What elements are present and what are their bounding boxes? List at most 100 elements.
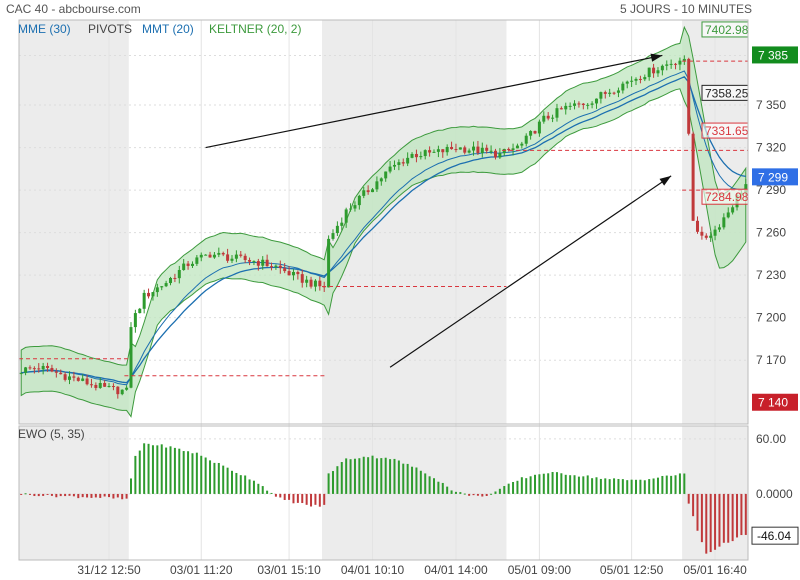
- ewo-bar: [481, 493, 484, 497]
- ewo-bar: [393, 458, 396, 494]
- ewo-bar: [235, 472, 238, 494]
- candle-body: [687, 58, 691, 134]
- keltner-indicator-label[interactable]: KELTNER (20, 2): [209, 22, 302, 36]
- candle-body: [94, 384, 98, 388]
- candle-body: [217, 252, 221, 255]
- trend-arrow-head: [650, 53, 663, 62]
- candle-body: [432, 151, 436, 153]
- candle-body: [331, 233, 335, 239]
- chart-value-label: 7358.25: [705, 86, 749, 100]
- candle-body: [160, 286, 164, 288]
- ewo-bar: [709, 493, 712, 553]
- mmt-indicator-label[interactable]: MMT (20): [142, 22, 194, 36]
- candle-body: [709, 235, 713, 238]
- ewo-indicator-label[interactable]: EWO (5, 35): [18, 427, 85, 441]
- ewo-bar: [485, 493, 488, 497]
- candle-body: [182, 263, 186, 271]
- ewo-bar: [239, 475, 242, 494]
- ewo-bar: [437, 481, 440, 494]
- ewo-bar: [345, 458, 348, 494]
- ewo-bar: [108, 493, 111, 498]
- candle-body: [713, 229, 717, 236]
- ewo-bar: [173, 447, 176, 494]
- candle-body: [507, 148, 511, 151]
- x-tick-label: 03/01 15:10: [257, 563, 321, 577]
- ewo-bar: [129, 478, 132, 494]
- ewo-bar: [310, 493, 313, 507]
- ewo-bar: [156, 445, 159, 494]
- ewo-bar: [454, 491, 457, 494]
- candle-body: [533, 131, 537, 134]
- ewo-bar: [433, 478, 436, 494]
- candle-body: [603, 92, 607, 94]
- ewo-bar: [604, 478, 607, 494]
- ewo-bar: [77, 493, 80, 499]
- ewo-bar: [138, 450, 141, 494]
- candle-body: [362, 190, 366, 196]
- ewo-bar: [635, 479, 638, 494]
- ewo-bar: [191, 453, 194, 494]
- pivots-indicator-label[interactable]: PIVOTS: [88, 22, 133, 36]
- ewo-bar: [468, 493, 471, 496]
- candle-body: [467, 150, 471, 153]
- chart-title: CAC 40 - abcbourse.com: [6, 2, 141, 16]
- candle-body: [682, 58, 686, 61]
- candle-body: [19, 372, 23, 374]
- x-tick-label: 31/12 12:50: [77, 563, 141, 577]
- candle-body: [744, 184, 748, 193]
- candle-body: [717, 227, 721, 230]
- candle-body: [28, 367, 32, 369]
- candle-body: [542, 115, 546, 122]
- ewo-bar: [744, 493, 747, 535]
- candle-body: [643, 77, 647, 80]
- ewo-bar: [674, 475, 677, 494]
- mme-indicator-label[interactable]: MME (30): [18, 22, 71, 36]
- ewo-bar: [314, 493, 317, 505]
- candle-body: [485, 147, 489, 151]
- price-badge-label: 7 385: [758, 48, 788, 62]
- mmt-line: [21, 70, 746, 386]
- candle-body: [138, 308, 142, 314]
- candle-body: [647, 67, 651, 78]
- candle-body: [524, 135, 528, 144]
- ewo-bar: [586, 475, 589, 494]
- ewo-bar: [569, 475, 572, 494]
- ewo-bar: [288, 493, 291, 500]
- candle-body: [72, 376, 76, 378]
- candle-body: [169, 277, 173, 284]
- candle-body: [248, 260, 252, 262]
- ewo-bar: [665, 475, 668, 494]
- session-shade-ewo: [19, 426, 129, 560]
- candle-body: [252, 261, 256, 263]
- ewo-bar: [740, 493, 743, 536]
- ewo-bar: [560, 473, 563, 494]
- trend-arrow-head: [659, 175, 672, 186]
- ewo-bar: [406, 463, 409, 494]
- candle-body: [621, 83, 625, 91]
- ewo-bar: [86, 493, 89, 498]
- ewo-bar: [551, 472, 554, 494]
- ewo-bar: [283, 493, 286, 500]
- ewo-bar: [446, 486, 449, 494]
- x-tick-label: 04/01 10:10: [341, 563, 405, 577]
- y-tick-label: 7 320: [756, 141, 786, 155]
- candle-body: [344, 209, 348, 223]
- ewo-bar: [230, 470, 233, 494]
- ewo-bar: [525, 478, 528, 494]
- ewo-bar: [217, 462, 220, 494]
- ewo-bar: [81, 493, 84, 498]
- ewo-bar: [261, 486, 264, 494]
- ewo-bar: [626, 480, 629, 494]
- candle-body: [423, 150, 427, 157]
- candle-body: [59, 372, 63, 375]
- ewo-bar: [564, 474, 567, 494]
- ewo-bar: [323, 493, 326, 505]
- candle-body: [441, 149, 445, 153]
- ewo-bar: [687, 493, 690, 504]
- y-tick-label: 7 350: [756, 98, 786, 112]
- price-badge: [752, 168, 798, 186]
- ewo-bar: [266, 490, 269, 494]
- candle-body: [177, 270, 181, 279]
- candle-body: [568, 105, 572, 107]
- ewo-bar: [331, 471, 334, 494]
